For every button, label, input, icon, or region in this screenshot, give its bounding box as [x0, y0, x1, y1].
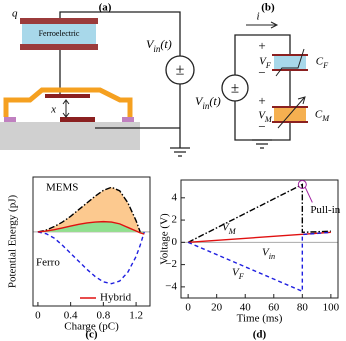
plus: +: [258, 93, 265, 108]
substrate: [0, 122, 140, 150]
y-tick-label: −4: [165, 280, 177, 292]
plate: [20, 18, 98, 24]
x-tick-label: 0: [185, 302, 191, 314]
x-tick-label: 0.4: [64, 310, 78, 322]
x-tick-label: 80: [297, 302, 309, 314]
y-axis-label: Voltage (V): [159, 213, 171, 265]
y-tick-label: 2: [172, 214, 178, 226]
chart: VM Vin VF 0 20 40 60 80 100 −4 −2 0 2 4 Time (ms) Volta…: [159, 179, 341, 341]
series-label: Ferro: [36, 257, 60, 269]
capacitor-plate: [272, 106, 308, 123]
bottom-electrode: [60, 117, 95, 122]
anchor: [122, 117, 134, 122]
x-tick-label: 40: [240, 302, 252, 314]
gap-arrow: [62, 99, 70, 118]
gap-label: x: [50, 104, 56, 116]
ferroelectric-layer: [22, 24, 96, 44]
top-electrode: [45, 94, 90, 98]
source-label: Vin(t): [195, 94, 221, 111]
panel-label: (b): [261, 2, 275, 14]
variable-mark: [277, 96, 306, 129]
current-label: i: [256, 11, 259, 23]
ferro-layer: [274, 56, 306, 69]
nonlinear-mark: [275, 48, 305, 77]
minus: −: [258, 65, 265, 80]
y-axis-label: Potential Energy (pJ): [7, 195, 19, 289]
ground: [170, 147, 190, 157]
plot-frame: [180, 179, 339, 299]
series-line: [37, 231, 145, 285]
plate: [20, 44, 98, 50]
panel-label: (a): [99, 2, 112, 14]
x-tick-label: 60: [268, 302, 280, 314]
capacitor-label: CF: [316, 56, 329, 71]
series-line: [37, 220, 145, 235]
series-label: VM: [222, 222, 237, 237]
series-line: [37, 186, 141, 233]
area: [37, 187, 141, 232]
anchor: [4, 117, 16, 122]
series-label: MEMS: [46, 182, 78, 194]
series-label: VF: [232, 267, 245, 282]
panel-a: (a) Ferroelectric q ± Vin(t) x: [0, 2, 195, 157]
annotation-line: [304, 187, 313, 203]
x-tick-label: 100: [323, 302, 340, 314]
chart: MEMS Ferro Hybrid 0 0.4 0.8 1.2 Charge (pC) Pote…: [7, 176, 151, 341]
y-tick-label: 4: [172, 191, 178, 203]
source-symbol: ±: [231, 80, 239, 96]
charge-label: q: [12, 8, 18, 20]
minus: −: [258, 119, 265, 134]
y-tick-label: 0: [172, 236, 178, 248]
series-label: Vin: [262, 247, 275, 262]
x-axis-label: Time (ms): [237, 313, 283, 325]
ground: [252, 139, 272, 149]
mems-beam: [3, 87, 133, 117]
x-tick-label: 0.8: [96, 310, 110, 322]
panel-label: (d): [253, 329, 267, 341]
x-tick-label: 20: [211, 302, 223, 314]
panel-b: (b) i ± Vin(t) + VF − CF + VM − CM: [195, 2, 330, 149]
current-arrow: [246, 21, 279, 29]
area: [37, 221, 145, 235]
voltage-source: [165, 55, 195, 85]
y-tick-label: −2: [165, 258, 177, 270]
x-axis-label: Charge (pC): [64, 321, 119, 333]
voltage-source: [221, 74, 249, 102]
series-line: [188, 231, 331, 244]
source-label: Vin(t): [146, 37, 172, 54]
series-label: Hybrid: [100, 292, 132, 304]
plot-frame: [32, 176, 151, 307]
annotation: Pull-in: [310, 204, 340, 216]
annotation-marker: [297, 179, 307, 189]
panel-label: (c): [85, 329, 98, 341]
x-tick-label: 1.2: [129, 310, 143, 322]
source-symbol: ±: [176, 62, 185, 79]
x-tick-label: 0: [35, 310, 41, 322]
plus: +: [258, 38, 265, 53]
capacitor-label: CM: [315, 109, 330, 124]
series-line: [187, 183, 331, 243]
material-label: Ferroelectric: [39, 29, 80, 38]
